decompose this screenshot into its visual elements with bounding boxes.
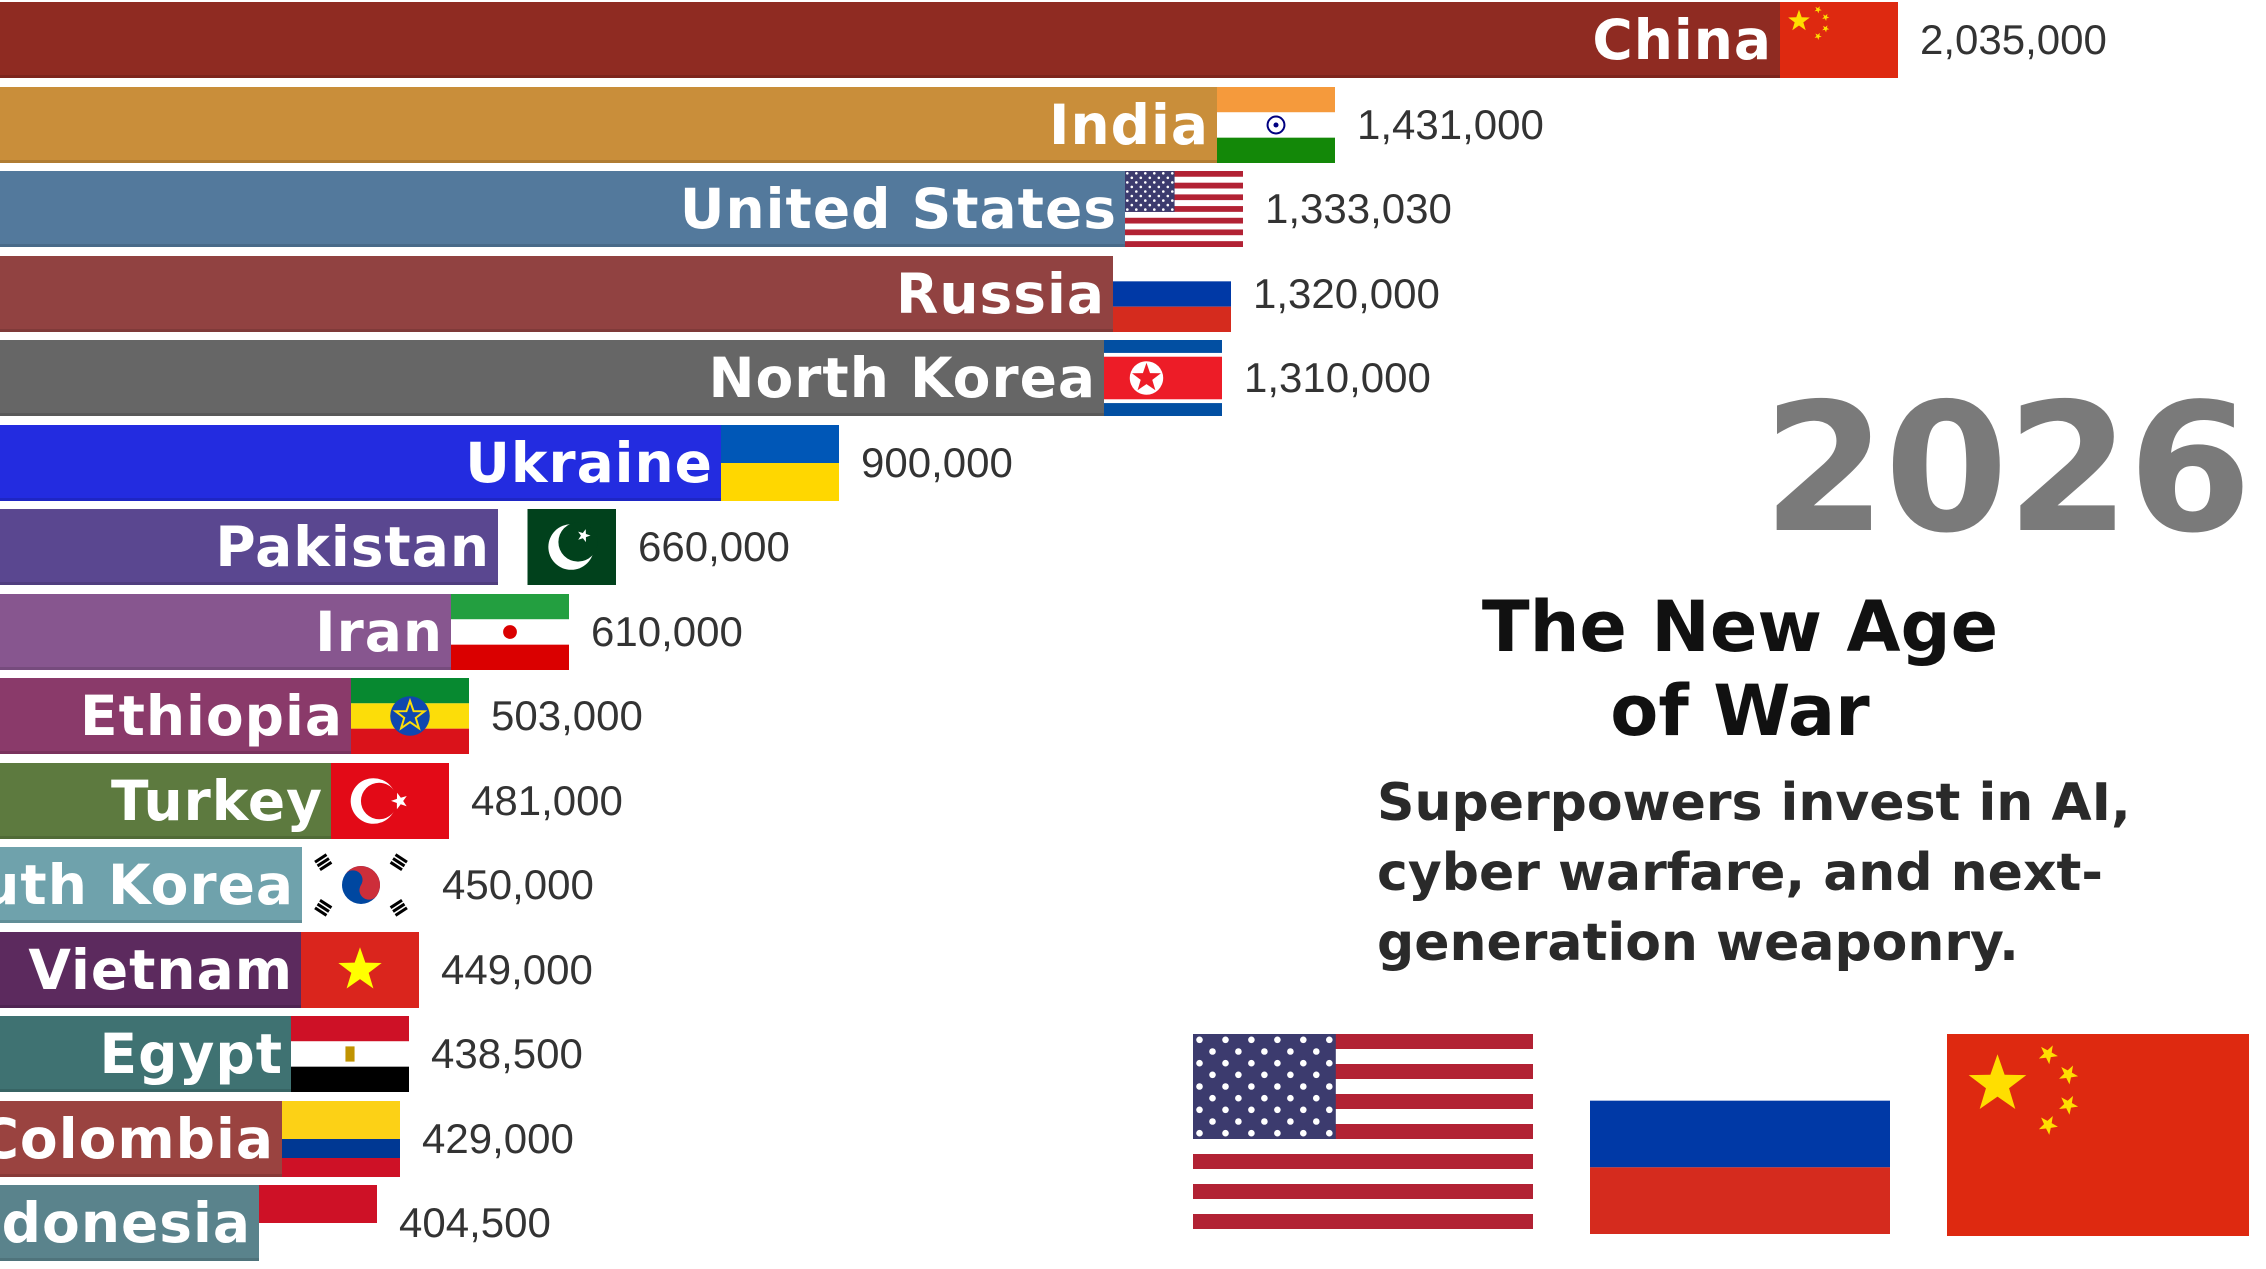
year-label: 2026 (1762, 365, 2252, 572)
value-label: 438,500 (431, 1030, 583, 1077)
bar-label: Colombia (0, 1106, 274, 1171)
bar-label: India (1049, 92, 1209, 157)
subtitle-line-1: Superpowers invest in AI, (1377, 773, 2131, 833)
value-label: 2,035,000 (1920, 16, 2107, 63)
indonesia-flag-icon (259, 1185, 377, 1261)
bar-label: Turkey (110, 768, 323, 833)
bar-label: Russia (896, 261, 1105, 326)
pakistan-flag-icon (498, 509, 616, 585)
india-flag-icon (1217, 86, 1335, 163)
value-label: 1,431,000 (1357, 100, 1544, 148)
value-label: 449,000 (441, 945, 593, 993)
bar-label: Iran (315, 599, 443, 664)
featured-usa-flag-icon (1193, 1034, 1533, 1233)
colombia-flag-icon (282, 1100, 400, 1177)
value-label: 481,000 (471, 776, 623, 824)
subtitle-line-2: cyber warfare, and next- (1377, 843, 2103, 903)
featured-china-flag-icon (1947, 1034, 2249, 1240)
value-label: 404,500 (399, 1199, 551, 1246)
bar-label: North Korea (708, 346, 1096, 410)
value-label: 450,000 (442, 861, 594, 908)
value-label: 1,310,000 (1244, 354, 1431, 401)
bar-south-korea (0, 847, 302, 923)
usa-flag-icon (1125, 171, 1243, 247)
russia-flag-icon (1113, 255, 1231, 332)
china-flag-icon (1780, 2, 1898, 78)
subtitle-line-3: generation weaponry. (1377, 913, 2019, 973)
value-label: 503,000 (491, 692, 643, 739)
ukraine-flag-icon (721, 424, 839, 501)
south-korea-flag-icon (302, 847, 420, 923)
bar-pakistan (0, 509, 498, 585)
title-line-2: of War (1610, 670, 1870, 752)
value-label: 900,000 (861, 438, 1013, 486)
bar-indonesia (0, 1185, 259, 1261)
bar-egypt (0, 1016, 291, 1092)
bar-label: Pakistan (215, 515, 490, 579)
value-label: 429,000 (422, 1114, 574, 1162)
bar-label: Indonesia (0, 1191, 251, 1255)
bar-label: Vietnam (28, 937, 293, 1002)
bar-india (0, 86, 1217, 163)
ethiopia-flag-icon (351, 678, 469, 754)
bar-ukraine (0, 424, 721, 501)
iran-flag-icon (451, 593, 569, 670)
bar-label: United States (679, 177, 1117, 241)
value-label: 1,320,000 (1253, 269, 1440, 317)
bar-north-korea (0, 340, 1104, 416)
bar-russia (0, 255, 1113, 332)
featured-russia-flag-icon (1590, 1034, 1890, 1238)
value-label: 1,333,030 (1265, 185, 1452, 232)
bar-colombia (0, 1100, 282, 1177)
chart-title: The New Age of War (1380, 585, 2100, 753)
bar-united-states (0, 171, 1125, 247)
value-label: 610,000 (591, 607, 743, 655)
bar-label: Ukraine (465, 430, 713, 495)
north-korea-flag-icon (1104, 340, 1222, 416)
value-label: 660,000 (638, 523, 790, 570)
bar-iran (0, 593, 451, 670)
bar-label: China (1592, 8, 1772, 72)
vietnam-flag-icon (301, 931, 419, 1008)
bar-label: Ethiopia (80, 684, 343, 748)
bar-label: South Korea (0, 853, 294, 917)
bar-vietnam (0, 931, 301, 1008)
bar-turkey (0, 762, 331, 839)
bar-ethiopia (0, 678, 351, 754)
turkey-flag-icon (331, 762, 449, 839)
bar-label: Egypt (99, 1022, 283, 1086)
bar-china (0, 2, 1780, 78)
title-line-1: The New Age (1481, 586, 1999, 668)
chart-subtitle: Superpowers invest in AI, cyber warfare,… (1377, 768, 2257, 978)
egypt-flag-icon (291, 1016, 409, 1092)
